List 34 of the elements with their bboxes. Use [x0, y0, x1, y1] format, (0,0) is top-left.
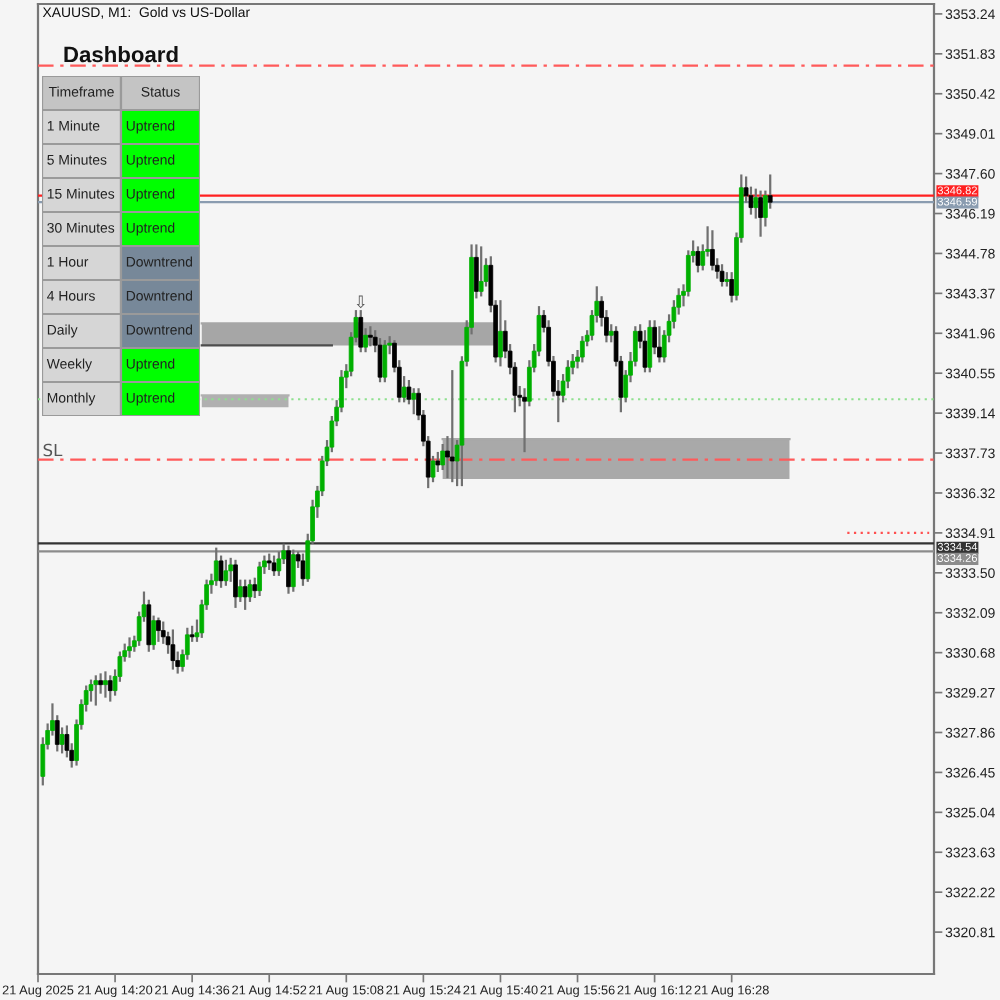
candlestick: [257, 561, 262, 596]
candlestick: [286, 545, 291, 594]
candlestick: [498, 300, 503, 367]
candlestick: [156, 617, 161, 642]
candlestick: [657, 326, 662, 363]
candlestick: [223, 559, 229, 586]
candlestick: [127, 637, 132, 658]
candlestick: [103, 671, 108, 698]
annotation: SL: [43, 443, 63, 457]
candlestick: [647, 320, 653, 373]
candlestick: [271, 555, 277, 576]
candlestick: [695, 246, 701, 273]
candlestick: [377, 338, 383, 383]
candlestick: [580, 336, 585, 363]
candlestick: [146, 599, 152, 652]
candlestick: [710, 230, 715, 271]
text: Dashboard: [64, 46, 178, 63]
candlestick: [440, 444, 445, 471]
candlestick: [218, 555, 224, 588]
candlestick: [478, 246, 484, 297]
candlestick: [719, 264, 725, 287]
candlestick: [758, 190, 763, 237]
candlestick: [233, 559, 238, 608]
candlestick: [242, 579, 248, 610]
candlestick: [358, 310, 364, 353]
candlestick: [247, 579, 253, 602]
candlestick: [276, 551, 282, 576]
candlestick: [93, 675, 99, 706]
candlestick: [411, 388, 417, 415]
candlestick: [449, 370, 455, 483]
candlestick: [382, 340, 388, 383]
candlestick: [290, 549, 296, 592]
candlestick: [170, 629, 176, 670]
annotation: ⇩: [356, 295, 365, 309]
